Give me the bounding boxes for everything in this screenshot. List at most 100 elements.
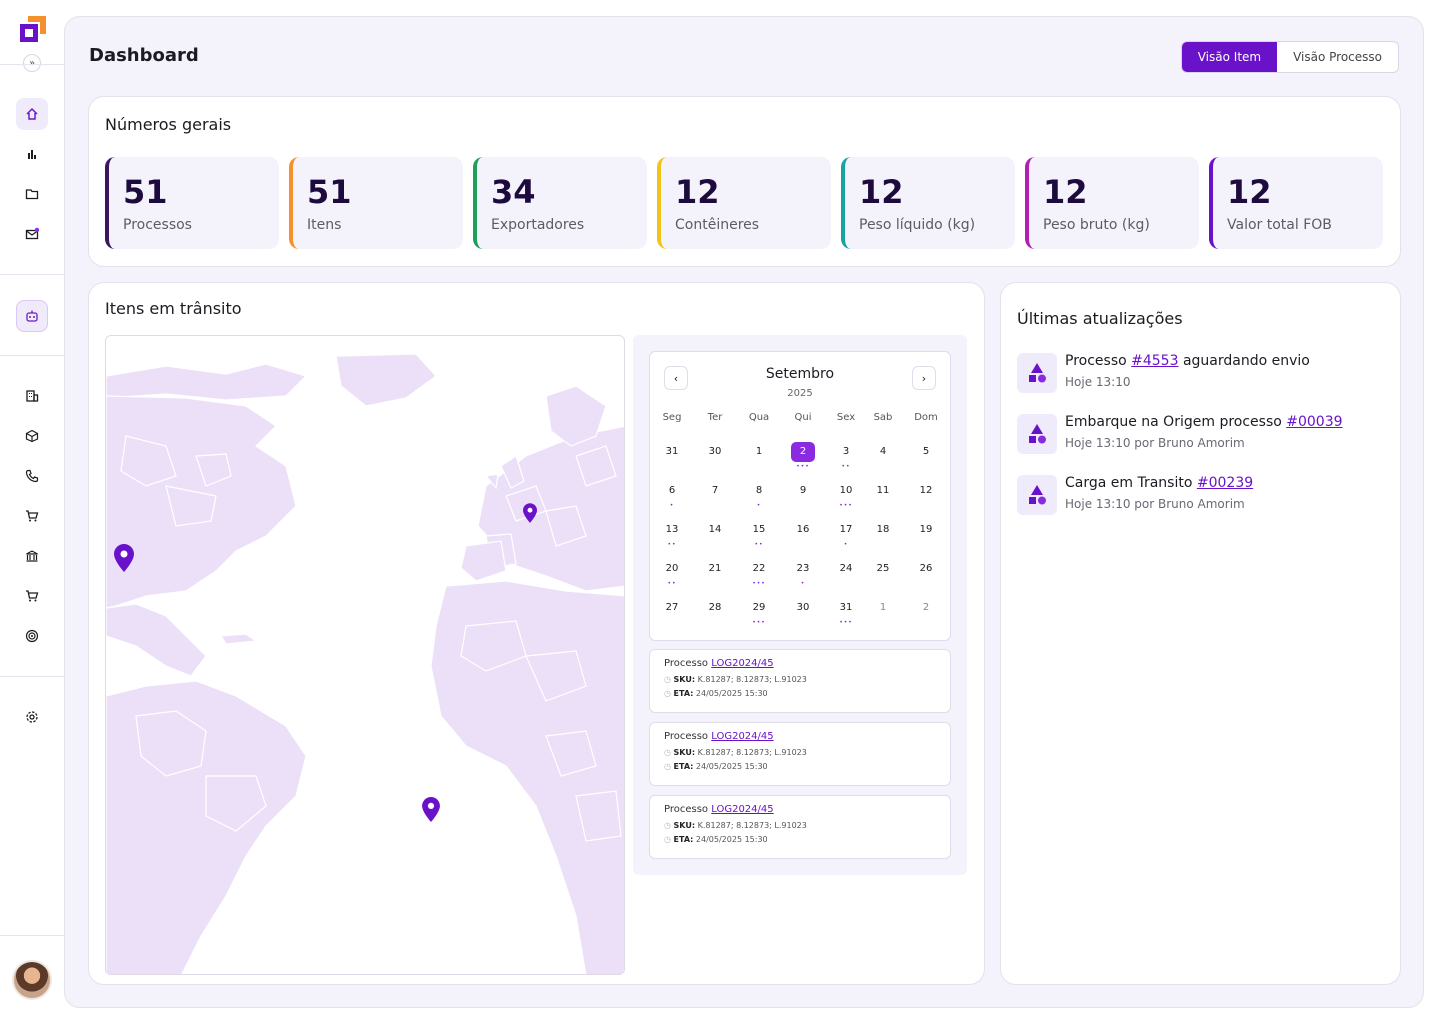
- event-dots: •••: [839, 619, 853, 626]
- building-icon[interactable]: [16, 380, 48, 412]
- eta-label: ETA:: [673, 835, 694, 844]
- calendar-day[interactable]: 19: [914, 520, 938, 540]
- user-avatar[interactable]: [12, 960, 52, 1000]
- calendar-day[interactable]: 12: [914, 481, 938, 501]
- process-card[interactable]: Processo LOG2024/45 ◷ SKU: K.81287; 8.12…: [649, 649, 951, 713]
- eta-value: 24/05/2025 15:30: [695, 689, 768, 698]
- prev-month-button[interactable]: ‹: [664, 366, 688, 390]
- weekday-label: Ter: [707, 412, 723, 423]
- next-month-button[interactable]: ›: [912, 366, 936, 390]
- calendar-day[interactable]: 22 •••: [747, 559, 771, 587]
- calendar-day-number: 5: [922, 446, 930, 457]
- target-icon[interactable]: [16, 620, 48, 652]
- expand-sidebar-button[interactable]: »: [23, 54, 41, 72]
- stat-value: 12: [1227, 173, 1272, 211]
- map-pin-icon[interactable]: [523, 503, 537, 523]
- calendar-panel: ‹ Setembro 2025 › Seg Ter Qua Qui Sex Sab Dom …: [633, 335, 967, 875]
- calendar-day[interactable]: 3 ••: [834, 442, 858, 470]
- mail-icon[interactable]: [16, 218, 48, 250]
- weekday-label: Seg: [662, 412, 682, 423]
- calendar-day-number: 13: [665, 524, 679, 535]
- process-link[interactable]: LOG2024/45: [711, 731, 774, 742]
- calendar-day[interactable]: 27: [660, 598, 684, 618]
- update-item: Embarque na Origem processo #00039 Hoje …: [1017, 414, 1377, 458]
- calendar-day[interactable]: 14: [703, 520, 727, 540]
- map-pin-icon[interactable]: [114, 544, 134, 572]
- calendar-day-number: 7: [711, 485, 719, 496]
- folder-icon[interactable]: [16, 178, 48, 210]
- calendar-day[interactable]: 26: [914, 559, 938, 579]
- calendar-day[interactable]: 1: [871, 598, 895, 618]
- calendar-day[interactable]: 15 ••: [747, 520, 771, 548]
- process-link[interactable]: LOG2024/45: [711, 658, 774, 669]
- calendar-day-number: 29: [752, 602, 766, 613]
- calendar-day-number: 30: [708, 446, 722, 457]
- calendar-day[interactable]: 23 •: [791, 559, 815, 587]
- calendar-day-number: 26: [919, 563, 933, 574]
- phone-icon[interactable]: [16, 460, 48, 492]
- settings-icon[interactable]: [16, 701, 48, 733]
- calendar-day[interactable]: 31 •••: [834, 598, 858, 626]
- weekday-label: Sab: [873, 412, 893, 423]
- chart-icon[interactable]: [16, 138, 48, 170]
- calendar-day[interactable]: 2: [914, 598, 938, 618]
- calendar-day[interactable]: 21: [703, 559, 727, 579]
- calendar-day[interactable]: 6 •: [660, 481, 684, 509]
- calendar-day-number: 24: [839, 563, 853, 574]
- view-item-button[interactable]: Visão Item: [1181, 42, 1278, 72]
- calendar-day[interactable]: 17 •: [834, 520, 858, 548]
- calendar-day[interactable]: 1: [747, 442, 771, 462]
- calendar-day-number: 19: [919, 524, 933, 535]
- map-pin-icon[interactable]: [422, 797, 440, 822]
- stat-label: Itens: [307, 217, 342, 233]
- calendar-month: Setembro: [765, 366, 835, 382]
- event-dots: •••: [752, 580, 766, 587]
- world-map[interactable]: [105, 335, 625, 975]
- stat-card: 34 Exportadores: [473, 157, 647, 249]
- calendar-day[interactable]: 20 ••: [660, 559, 684, 587]
- calendar-day[interactable]: 13 ••: [660, 520, 684, 548]
- calendar-day[interactable]: 5: [914, 442, 938, 462]
- overview-title: Números gerais: [105, 115, 232, 134]
- cart-icon[interactable]: [16, 500, 48, 532]
- robot-icon[interactable]: [16, 300, 48, 332]
- event-dots: •••: [796, 463, 810, 470]
- calendar-day[interactable]: 2 •••: [791, 442, 815, 470]
- calendar-day[interactable]: 9: [791, 481, 815, 501]
- calendar-day[interactable]: 25: [871, 559, 895, 579]
- event-dots: •: [843, 541, 849, 548]
- view-process-button[interactable]: Visão Processo: [1293, 50, 1382, 64]
- calendar-day[interactable]: 30: [703, 442, 727, 462]
- home-icon[interactable]: [16, 98, 48, 130]
- bank-icon[interactable]: [16, 540, 48, 572]
- eta-label: ETA:: [673, 689, 694, 698]
- process-link[interactable]: LOG2024/45: [711, 804, 774, 815]
- calendar: ‹ Setembro 2025 › Seg Ter Qua Qui Sex Sab Dom …: [649, 351, 951, 641]
- calendar-day[interactable]: 18: [871, 520, 895, 540]
- process-card[interactable]: Processo LOG2024/45 ◷ SKU: K.81287; 8.12…: [649, 722, 951, 786]
- calendar-day-number: 15: [752, 524, 766, 535]
- update-link[interactable]: #4553: [1131, 353, 1179, 369]
- calendar-day[interactable]: 28: [703, 598, 727, 618]
- process-card[interactable]: Processo LOG2024/45 ◷ SKU: K.81287; 8.12…: [649, 795, 951, 859]
- calendar-day[interactable]: 30: [791, 598, 815, 618]
- calendar-day[interactable]: 31: [660, 442, 684, 462]
- calendar-day[interactable]: 4: [871, 442, 895, 462]
- calendar-day[interactable]: 24: [834, 559, 858, 579]
- box-icon[interactable]: [16, 420, 48, 452]
- calendar-day[interactable]: 8 •: [747, 481, 771, 509]
- update-suffix: aguardando envio: [1178, 353, 1310, 369]
- calendar-day[interactable]: 29 •••: [747, 598, 771, 626]
- calendar-day-number: 1: [755, 446, 763, 457]
- calendar-day[interactable]: 11: [871, 481, 895, 501]
- calendar-day[interactable]: 16: [791, 520, 815, 540]
- weekday-label: Sex: [836, 412, 856, 423]
- stat-value: 12: [1043, 173, 1088, 211]
- update-link[interactable]: #00239: [1196, 475, 1254, 491]
- calendar-day[interactable]: 10 •••: [834, 481, 858, 509]
- cart-icon-2[interactable]: [16, 580, 48, 612]
- clock-icon: ◷: [664, 835, 671, 844]
- update-link[interactable]: #00039: [1286, 414, 1343, 430]
- calendar-day[interactable]: 7: [703, 481, 727, 501]
- app-logo[interactable]: [20, 16, 46, 42]
